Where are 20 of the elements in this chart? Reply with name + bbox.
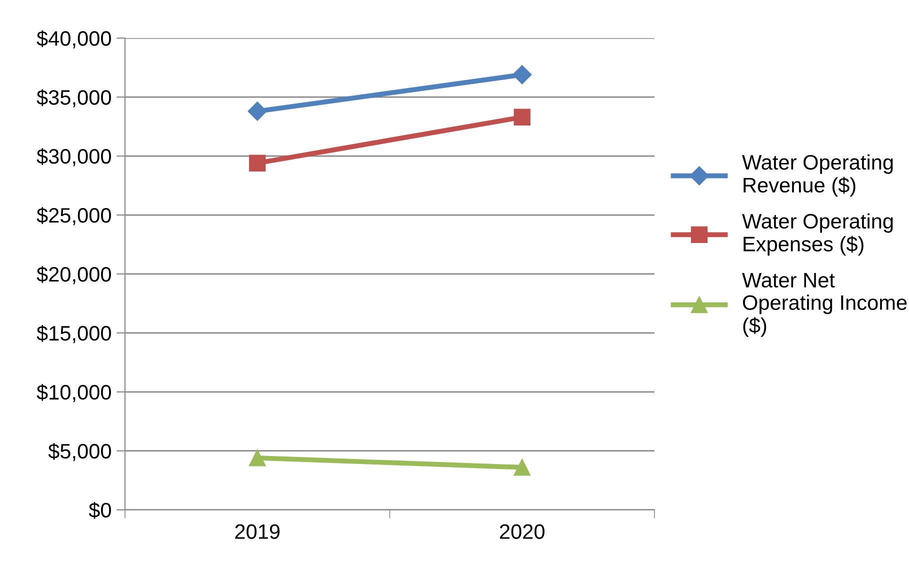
y-tick-label: $15,000 <box>36 325 111 344</box>
point <box>249 154 266 172</box>
legend-label: Water Operating Revenue ($) <box>742 154 893 197</box>
y-tick-label: $20,000 <box>36 266 111 284</box>
point <box>514 459 530 476</box>
x-tick-label: 2019 <box>235 524 280 540</box>
point <box>514 108 530 126</box>
y-tick-label: $30,000 <box>36 148 111 166</box>
y-tick-label: $5,000 <box>48 442 111 462</box>
y-tick-label: $40,000 <box>36 30 111 48</box>
point <box>249 450 266 466</box>
x-tick-label: 2020 <box>500 524 544 540</box>
y-tick-label: $25,000 <box>36 207 111 226</box>
point <box>248 102 267 121</box>
legend-label: Water Operating Expenses ($) <box>742 213 893 256</box>
y-tick-label: $0 <box>88 502 111 519</box>
legend-label: Water Net Operating Income ($) <box>742 273 907 337</box>
y-tick-label: $10,000 <box>36 384 111 402</box>
y-tick-label: $35,000 <box>36 89 111 108</box>
point <box>512 65 532 84</box>
